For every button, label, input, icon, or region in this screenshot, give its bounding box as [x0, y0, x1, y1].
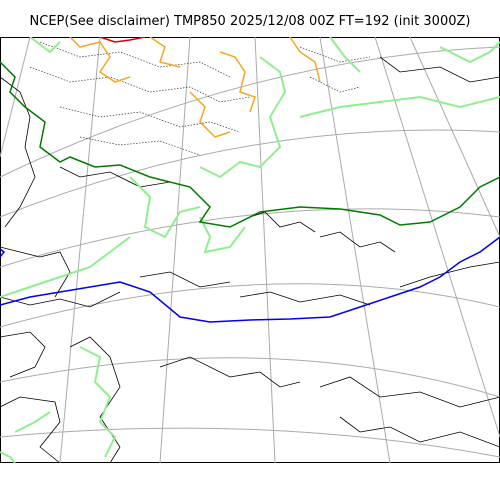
coastline [319, 376, 500, 408]
contour [14, 411, 51, 433]
contour [189, 91, 231, 138]
meridian-line [254, 37, 276, 463]
isotherm [299, 46, 371, 63]
contour [79, 346, 117, 458]
meridian-line [159, 37, 191, 463]
contour [299, 95, 500, 118]
meridian-line [319, 37, 391, 463]
meridian-line [374, 37, 500, 438]
contour [129, 176, 201, 239]
contour [289, 37, 321, 83]
contour [99, 37, 146, 43]
coastline [159, 356, 301, 388]
contour [219, 51, 256, 113]
isotherm [79, 136, 201, 156]
coastline [0, 331, 46, 378]
coastline [0, 396, 61, 463]
coastline [69, 336, 121, 463]
latitude-line [0, 357, 500, 398]
coastline [399, 261, 500, 288]
contour [0, 236, 500, 323]
contour-blue [0, 236, 500, 323]
contour [0, 236, 131, 298]
contour-red [99, 37, 146, 43]
contour [149, 37, 181, 68]
contour [69, 37, 131, 83]
coastline [139, 271, 231, 288]
contours-light-green [0, 37, 500, 463]
latitude-line [0, 283, 500, 328]
contour [329, 37, 361, 73]
contour [29, 37, 61, 54]
coastline [59, 166, 171, 188]
coastline [319, 231, 396, 253]
map-border [0, 37, 500, 463]
coastlines [0, 56, 500, 463]
tmp850-map [0, 37, 500, 463]
contour [0, 61, 500, 228]
latitude-line [0, 46, 500, 178]
isotherm [309, 76, 361, 93]
isotherms-dotted [29, 41, 371, 156]
contour [0, 451, 16, 463]
latitude-line [0, 427, 500, 458]
contour [0, 248, 6, 258]
isotherm [59, 106, 241, 133]
contour [439, 41, 500, 64]
meridian-line [59, 37, 101, 463]
coastline [239, 291, 371, 306]
coastline [249, 211, 316, 233]
map-frame [0, 37, 500, 463]
contours-orange [69, 37, 321, 138]
contour [199, 56, 287, 179]
coastline [339, 416, 500, 448]
coastline [379, 56, 500, 83]
map-title: NCEP(See disclaimer) TMP850 2025/12/08 0… [29, 14, 471, 29]
contours-dark-green [0, 61, 500, 228]
contour [199, 216, 246, 254]
meridian-line [409, 37, 500, 238]
coastline [0, 76, 36, 228]
coastline [0, 246, 71, 298]
latitude-line [0, 129, 500, 218]
isotherm [29, 66, 251, 103]
isotherm [39, 41, 231, 78]
coastline [0, 291, 121, 308]
